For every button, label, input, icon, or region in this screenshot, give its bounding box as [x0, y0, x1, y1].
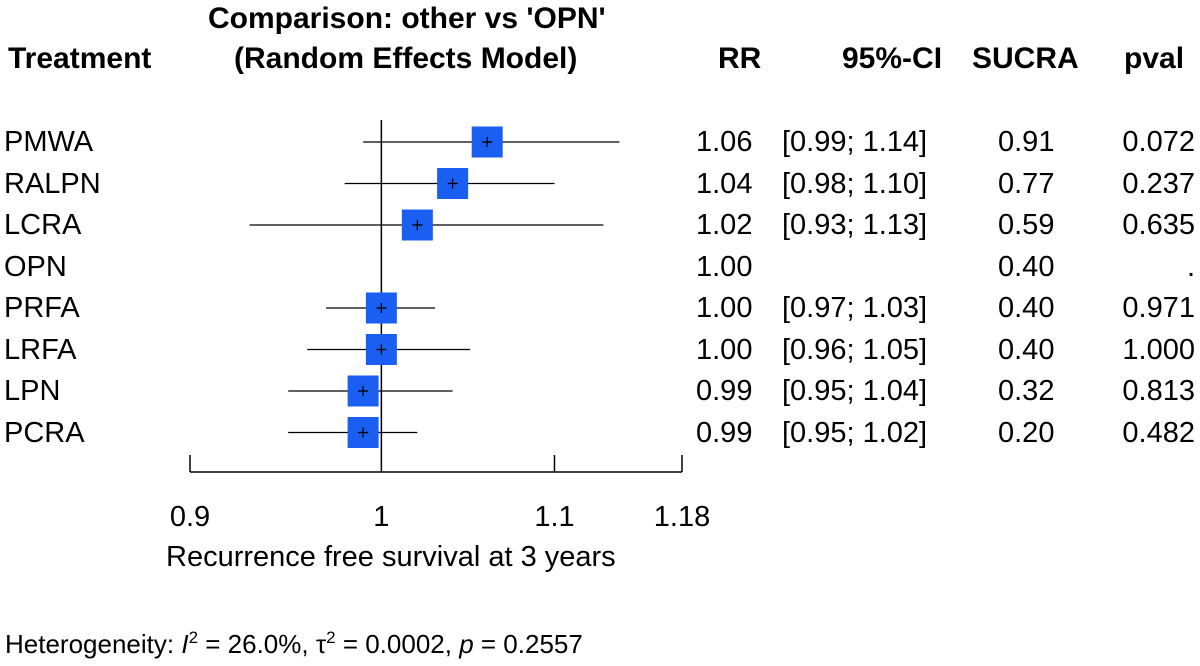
x-tick-label: 1 [373, 501, 390, 533]
row-ci: [0.98; 1.10] [782, 167, 928, 200]
heterogeneity-prefix: Heterogeneity: [5, 629, 182, 659]
row-treatment: PCRA [4, 416, 85, 449]
row-sucra: 0.40 [998, 292, 1055, 324]
row-ci: [0.95; 1.02] [782, 416, 928, 449]
row-ci: [0.96; 1.05] [782, 333, 928, 366]
treatment-header: Treatment [8, 42, 152, 75]
tau-squared-value: = 0.0002, [335, 629, 460, 659]
ci-header: 95%-CI [842, 42, 943, 75]
row-treatment: OPN [4, 250, 67, 283]
row-rr: 1.00 [696, 333, 753, 366]
row-rr: 1.06 [696, 126, 753, 158]
row-pval: 0.971 [1122, 292, 1195, 324]
rr-header: RR [718, 42, 762, 75]
row-ci: [0.93; 1.13] [782, 209, 928, 241]
row-pval: 0.635 [1122, 209, 1195, 241]
heterogeneity-footer: Heterogeneity: I2 = 26.0%, τ2 = 0.0002, … [5, 628, 583, 660]
row-ci: [0.95; 1.04] [782, 375, 928, 407]
row-treatment: LCRA [4, 209, 82, 241]
sucra-header: SUCRA [972, 42, 1079, 75]
row-sucra: 0.59 [998, 209, 1055, 241]
p-value-value: = 0.2557 [473, 629, 583, 659]
row-treatment: RALPN [4, 167, 101, 200]
row-sucra: 0.40 [998, 333, 1055, 366]
row-rr: 1.00 [696, 250, 753, 283]
row-sucra: 0.40 [998, 250, 1055, 283]
row-rr: 0.99 [696, 416, 753, 449]
tau-squared-sup: 2 [326, 628, 336, 647]
row-sucra: 0.91 [998, 126, 1055, 158]
pval-header: pval [1124, 42, 1185, 75]
x-tick-label: 0.9 [169, 501, 211, 533]
x-tick-label: 1.1 [534, 501, 575, 533]
row-treatment: LPN [4, 375, 61, 407]
row-sucra: 0.32 [998, 375, 1055, 407]
row-rr: 0.99 [696, 375, 753, 407]
p-value-symbol: p [459, 629, 474, 659]
row-rr: 1.04 [696, 167, 753, 200]
row-rr: 1.00 [696, 292, 753, 324]
row-pval: 0.482 [1122, 416, 1195, 449]
row-ci: [0.99; 1.14] [782, 126, 928, 158]
comparison-title: Comparison: other vs 'OPN' [208, 2, 606, 35]
comparison-subtitle: (Random Effects Model) [234, 42, 578, 75]
i-squared-value: = 26.0%, [198, 629, 316, 659]
row-pval: 0.072 [1122, 126, 1195, 158]
i-squared-symbol: I [181, 629, 189, 659]
row-pval: 0.813 [1122, 375, 1195, 407]
x-axis-label: Recurrence free survival at 3 years [166, 541, 616, 573]
row-sucra: 0.77 [998, 167, 1055, 200]
row-sucra: 0.20 [998, 416, 1055, 449]
x-tick-label: 1.18 [653, 501, 711, 533]
row-pval: . [1186, 250, 1195, 283]
tau-squared-symbol: τ [315, 629, 327, 659]
row-treatment: PMWA [4, 126, 94, 158]
row-pval: 0.237 [1122, 167, 1195, 200]
row-rr: 1.02 [696, 209, 753, 241]
row-treatment: LRFA [4, 333, 77, 366]
row-ci: [0.97; 1.03] [782, 292, 928, 324]
i-squared-sup: 2 [188, 628, 199, 647]
row-treatment: PRFA [4, 292, 80, 324]
row-pval: 1.000 [1122, 333, 1195, 366]
